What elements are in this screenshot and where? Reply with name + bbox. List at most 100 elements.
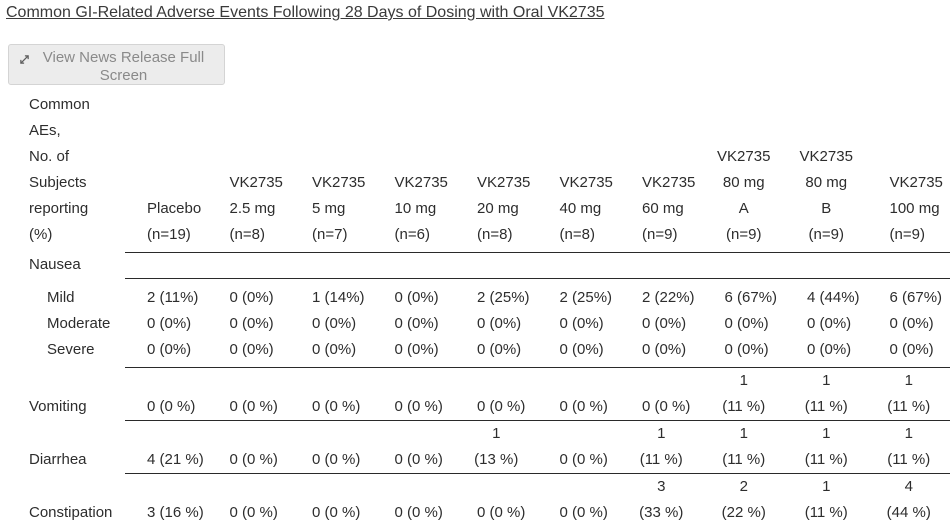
- value-cell: 2 (22 %): [703, 473, 786, 526]
- value-cell: 4 (44 %): [868, 473, 950, 526]
- value-cell: 0 (0 %): [373, 473, 456, 526]
- value-cell: 0 (0%): [373, 337, 456, 368]
- row-label: Constipation: [24, 473, 125, 526]
- value-cell: 0 (0%): [703, 337, 786, 368]
- column-header-cell: Placebo (n=19): [125, 92, 208, 252]
- value-cell: 0 (0 %): [455, 367, 538, 420]
- value-cell: 6 (67%): [703, 278, 786, 311]
- column-header-cell: VK2735 80 mg A (n=9): [703, 92, 786, 252]
- value-cell: 0 (0%): [538, 311, 621, 337]
- value-cell: 0 (0 %): [208, 367, 291, 420]
- value-cell: 0 (0 %): [290, 420, 373, 473]
- value-cell: 0 (0 %): [125, 367, 208, 420]
- value-cell: 0 (0%): [703, 311, 786, 337]
- value-cell: 1 (11 %): [703, 420, 786, 473]
- value-cell: 0 (0%): [208, 278, 291, 311]
- corner-header-cell: Common AEs, No. of Subjects reporting (%…: [24, 92, 125, 252]
- value-cell: 3 (16 %): [125, 473, 208, 526]
- value-cell: 0 (0%): [290, 337, 373, 368]
- value-cell: 1 (11 %): [785, 473, 868, 526]
- value-cell: 1 (11 %): [868, 367, 950, 420]
- value-cell: 0 (0 %): [455, 473, 538, 526]
- value-cell: 0 (0 %): [538, 367, 621, 420]
- value-cell: 1 (13 %): [455, 420, 538, 473]
- column-header-cell: VK2735 40 mg (n=8): [538, 92, 621, 252]
- value-cell: 1 (11 %): [785, 367, 868, 420]
- expand-arrows-icon: [18, 53, 31, 66]
- value-cell: 0 (0%): [373, 278, 456, 311]
- row-label: Vomiting: [24, 367, 125, 420]
- value-cell: [868, 252, 950, 278]
- value-cell: 0 (0%): [785, 311, 868, 337]
- value-cell: 0 (0%): [373, 311, 456, 337]
- value-cell: 0 (0 %): [538, 420, 621, 473]
- value-cell: 2 (25%): [455, 278, 538, 311]
- adverse-events-table: Common AEs, No. of Subjects reporting (%…: [24, 92, 950, 526]
- value-cell: 1 (14%): [290, 278, 373, 311]
- value-cell: 3 (33 %): [620, 473, 703, 526]
- value-cell: 0 (0 %): [208, 420, 291, 473]
- view-fullscreen-button[interactable]: View News Release Full Screen: [8, 44, 225, 85]
- value-cell: [455, 252, 538, 278]
- column-header-cell: VK2735 5 mg (n=7): [290, 92, 373, 252]
- row-label: Moderate: [24, 311, 125, 337]
- value-cell: 0 (0%): [785, 337, 868, 368]
- value-cell: 0 (0 %): [290, 367, 373, 420]
- value-cell: 0 (0 %): [538, 473, 621, 526]
- column-header-cell: VK2735 100 mg (n=9): [868, 92, 950, 252]
- table-header-row: Common AEs, No. of Subjects reporting (%…: [24, 92, 950, 252]
- value-cell: [785, 252, 868, 278]
- value-cell: 0 (0%): [125, 311, 208, 337]
- column-header-cell: VK2735 20 mg (n=8): [455, 92, 538, 252]
- column-header-cell: VK2735 60 mg (n=9): [620, 92, 703, 252]
- value-cell: 0 (0%): [125, 337, 208, 368]
- value-cell: 6 (67%): [868, 278, 950, 311]
- table-row-nausea: Nausea: [24, 252, 950, 278]
- column-header-cell: VK2735 10 mg (n=6): [373, 92, 456, 252]
- value-cell: [620, 252, 703, 278]
- row-label: Mild: [24, 278, 125, 311]
- value-cell: 0 (0%): [455, 337, 538, 368]
- value-cell: 1 (11 %): [785, 420, 868, 473]
- value-cell: [538, 252, 621, 278]
- value-cell: [290, 252, 373, 278]
- value-cell: 2 (22%): [620, 278, 703, 311]
- value-cell: [373, 252, 456, 278]
- row-label: Severe: [24, 337, 125, 368]
- value-cell: 0 (0 %): [290, 473, 373, 526]
- value-cell: 0 (0%): [620, 311, 703, 337]
- adverse-events-table-body: Common AEs, No. of Subjects reporting (%…: [24, 92, 950, 526]
- value-cell: [703, 252, 786, 278]
- value-cell: 0 (0 %): [373, 420, 456, 473]
- value-cell: 0 (0%): [208, 337, 291, 368]
- value-cell: 0 (0%): [620, 337, 703, 368]
- value-cell: 0 (0%): [868, 337, 950, 368]
- value-cell: 0 (0%): [868, 311, 950, 337]
- value-cell: [125, 252, 208, 278]
- value-cell: 4 (21 %): [125, 420, 208, 473]
- value-cell: 1 (11 %): [868, 420, 950, 473]
- value-cell: 0 (0 %): [620, 367, 703, 420]
- column-header-cell: VK2735 80 mg B (n=9): [785, 92, 868, 252]
- value-cell: 0 (0%): [538, 337, 621, 368]
- value-cell: 4 (44%): [785, 278, 868, 311]
- value-cell: 0 (0%): [208, 311, 291, 337]
- column-header-cell: VK2735 2.5 mg (n=8): [208, 92, 291, 252]
- value-cell: 1 (11 %): [620, 420, 703, 473]
- value-cell: 2 (25%): [538, 278, 621, 311]
- value-cell: 0 (0 %): [208, 473, 291, 526]
- table-title-link[interactable]: Common GI-Related Adverse Events Followi…: [6, 3, 605, 23]
- row-label: Diarrhea: [24, 420, 125, 473]
- view-fullscreen-label: View News Release Full Screen: [38, 48, 210, 85]
- value-cell: 2 (11%): [125, 278, 208, 311]
- value-cell: 1 (11 %): [703, 367, 786, 420]
- value-cell: 0 (0%): [290, 311, 373, 337]
- value-cell: [208, 252, 291, 278]
